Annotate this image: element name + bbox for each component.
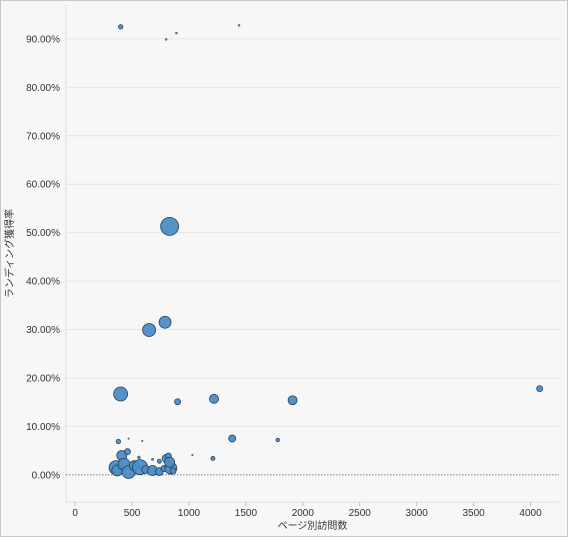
x-tick-label: 500 — [124, 508, 141, 519]
gridlines — [66, 38, 559, 427]
y-tick-label: 30.00% — [26, 325, 60, 336]
x-tick-label: 3500 — [462, 508, 485, 519]
y-axis-title: ランディング獲得率 — [3, 209, 16, 298]
data-point[interactable] — [151, 457, 154, 461]
y-tick-label: 80.00% — [26, 83, 60, 94]
data-point[interactable] — [124, 448, 131, 456]
x-axis-title: ページ別訪問数 — [278, 519, 348, 532]
data-point[interactable] — [536, 385, 544, 393]
data-point[interactable] — [169, 467, 177, 475]
data-point[interactable] — [141, 439, 144, 443]
data-point[interactable] — [175, 31, 178, 35]
x-tick-label: 0 — [72, 508, 78, 519]
x-tick-label: 1000 — [178, 508, 201, 519]
x-tick-label: 2500 — [349, 508, 372, 519]
y-tick-labels: 0.00% 10.00% 20.00% 30.00% 40.00% 50.00% 60.00… — [26, 34, 60, 481]
data-point[interactable] — [191, 453, 194, 457]
y-tick-label: 10.00% — [26, 422, 60, 433]
y-tick-label: 40.00% — [26, 277, 60, 288]
data-point[interactable] — [113, 386, 129, 402]
y-tick-label: 20.00% — [26, 373, 60, 384]
data-point[interactable] — [127, 437, 130, 440]
y-tick-label: 70.00% — [26, 131, 60, 142]
x-tick-label: 1500 — [235, 508, 258, 519]
x-tick-labels: 0 500 1000 1500 2000 2500 3000 3500 4000 — [72, 502, 542, 519]
data-point[interactable] — [275, 437, 280, 443]
data-point[interactable] — [174, 398, 181, 406]
data-point[interactable] — [237, 24, 241, 27]
y-tick-label: 90.00% — [26, 34, 60, 45]
data-point[interactable] — [158, 315, 172, 329]
data-point[interactable] — [160, 216, 180, 236]
data-point[interactable] — [118, 24, 124, 30]
x-tick-label: 4000 — [519, 508, 542, 519]
axes — [65, 5, 559, 503]
data-point[interactable] — [287, 395, 298, 406]
data-point[interactable] — [209, 393, 219, 404]
data-points — [108, 24, 544, 479]
y-tick-label: 0.00% — [32, 470, 60, 481]
y-tick-label: 60.00% — [26, 180, 60, 191]
data-point[interactable] — [164, 456, 176, 468]
x-tick-label: 3000 — [406, 508, 429, 519]
data-point[interactable] — [115, 438, 121, 445]
data-point[interactable] — [228, 434, 237, 443]
data-point[interactable] — [142, 323, 157, 337]
data-point[interactable] — [156, 458, 162, 464]
plot-area — [66, 5, 559, 502]
x-tick-label: 2000 — [292, 508, 315, 519]
y-tick-label: 50.00% — [26, 228, 60, 239]
data-point[interactable] — [137, 455, 141, 460]
data-point[interactable] — [210, 456, 216, 461]
data-point[interactable] — [164, 38, 168, 41]
